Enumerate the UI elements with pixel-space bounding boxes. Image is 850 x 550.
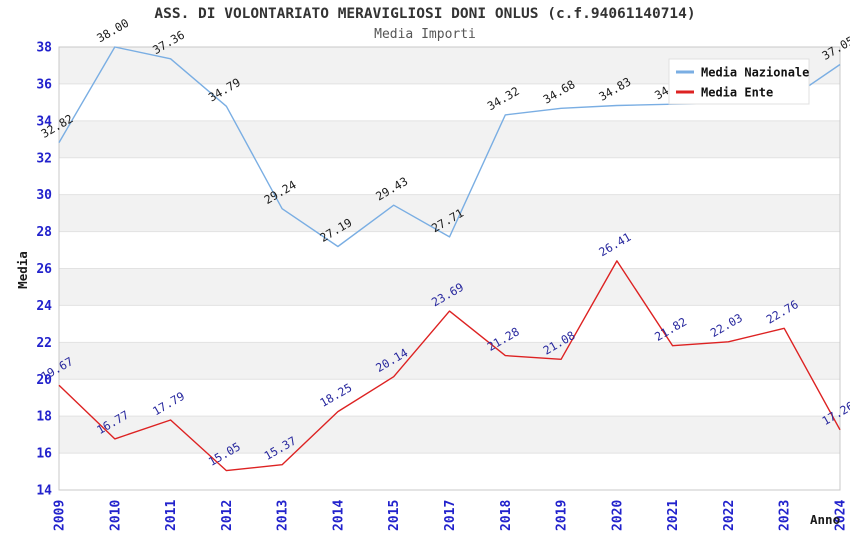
y-axis-title: Media: [15, 251, 30, 289]
y-tick-label: 22: [36, 336, 52, 351]
y-tick-label: 30: [36, 188, 52, 203]
y-tick-label: 34: [36, 114, 52, 129]
legend-box: [668, 58, 810, 105]
shaded-band: [59, 268, 840, 306]
y-tick-label: 26: [36, 262, 52, 277]
shaded-band: [59, 416, 840, 454]
x-tick-label: 2011: [164, 500, 179, 531]
x-tick-label: 2020: [610, 500, 625, 531]
y-tick-label: 16: [36, 447, 52, 462]
y-tick-label: 24: [36, 299, 52, 314]
x-tick-label: 2012: [220, 500, 235, 531]
x-tick-label: 2024: [834, 500, 849, 531]
chart-title: ASS. DI VOLONTARIATO MERAVIGLIOSI DONI O…: [154, 6, 696, 22]
y-tick-label: 32: [36, 151, 52, 166]
x-tick-label: 2014: [331, 500, 346, 531]
x-tick-label: 2015: [387, 500, 402, 531]
y-tick-label: 28: [36, 225, 52, 240]
x-tick-label: 2019: [555, 500, 570, 531]
shaded-band: [59, 194, 840, 232]
shaded-band: [59, 120, 840, 158]
x-tick-label: 2022: [722, 500, 737, 531]
series-line-media-ente: [58, 260, 841, 472]
x-tick-label: 2010: [108, 500, 123, 531]
y-tick-label: 18: [36, 410, 52, 425]
y-tick-label: 38: [36, 41, 52, 56]
shaded-band: [59, 342, 840, 380]
y-tick-label: 14: [36, 484, 52, 499]
y-tick-label: 20: [36, 373, 52, 388]
x-tick-label: 2023: [778, 500, 793, 531]
x-tick-label: 2017: [443, 500, 458, 531]
plot-border: [58, 46, 841, 491]
data-point-label: 38.00: [94, 16, 131, 45]
y-tick-label: 36: [36, 77, 52, 92]
x-tick-label: 2018: [499, 500, 514, 531]
legend-label-media-nazionale: Media Nazionale: [701, 66, 809, 80]
x-tick-label: 2013: [276, 500, 291, 531]
legend-label-media-ente: Media Ente: [701, 86, 773, 100]
x-tick-label: 2021: [666, 500, 681, 531]
chart-subtitle: Media Importi: [374, 27, 476, 42]
x-axis-title: Anno: [810, 512, 840, 527]
x-tick-label: 2009: [53, 500, 68, 531]
